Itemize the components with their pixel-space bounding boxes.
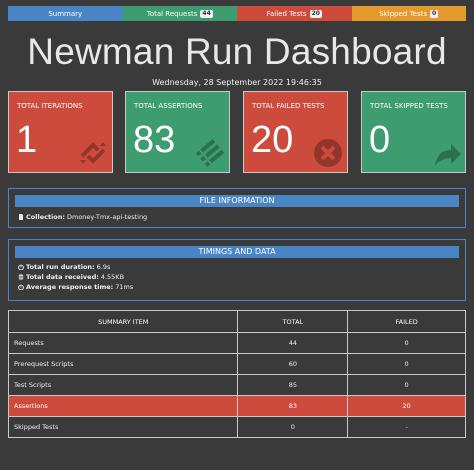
summary-table: SUMMARY ITEM TOTAL FAILED Requests 44 0 … — [7, 310, 466, 438]
summary-item: Test Scripts — [7, 374, 239, 396]
skipped-count-badge: 0 — [430, 9, 439, 18]
card-total-skipped-tests: TOTAL SKIPPED TESTS 0 — [361, 91, 466, 173]
summary-failed: 20 — [347, 395, 466, 417]
card-value: 83 — [133, 119, 176, 161]
column-header-failed: FAILED — [347, 310, 466, 333]
requests-count-badge: 44 — [200, 9, 213, 18]
tab-skipped-tests[interactable]: Skipped Tests 0 — [351, 6, 466, 21]
tab-failed-tests[interactable]: Failed Tests 20 — [237, 6, 352, 21]
avg-response-value: 71ms — [115, 283, 134, 291]
summary-total: 85 — [237, 374, 349, 396]
card-total-assertions: TOTAL ASSERTIONS 83 — [125, 91, 230, 173]
timing-row: Average response time: 71ms — [18, 282, 465, 292]
close-circle-icon — [314, 139, 342, 167]
table-row: Requests 44 0 — [7, 332, 466, 354]
tab-failed-tests-label: Failed Tests — [266, 9, 307, 18]
card-label: TOTAL ITERATIONS — [17, 102, 83, 110]
card-label: TOTAL FAILED TESTS — [252, 102, 325, 110]
data-received-label: Total data received: — [26, 273, 99, 281]
summary-item: Skipped Tests — [7, 416, 239, 438]
summary-failed: - — [347, 416, 466, 438]
refresh-icon — [80, 142, 106, 164]
table-row: Prerequest Scripts 60 0 — [7, 353, 466, 375]
share-arrow-icon — [435, 144, 461, 166]
tab-total-requests-label: Total Requests — [146, 9, 198, 18]
summary-failed: 0 — [347, 353, 466, 375]
card-value: 0 — [369, 119, 391, 161]
avg-response-label: Average response time: — [26, 283, 114, 291]
card-value: 20 — [251, 119, 294, 161]
run-duration-value: 6.9s — [96, 263, 111, 271]
summary-item: Prerequest Scripts — [7, 353, 239, 375]
table-header-row: SUMMARY ITEM TOTAL FAILED — [7, 310, 466, 333]
nav-tabs: Summary Total Requests 44 Failed Tests 2… — [8, 6, 466, 21]
summary-total: 83 — [237, 395, 349, 417]
file-information-panel: FILE INFORMATION Collection: Dmoney-Tmx-… — [8, 188, 466, 228]
summary-failed: 0 — [347, 374, 466, 396]
database-icon — [18, 274, 24, 280]
run-datestamp: Wednesday, 28 September 2022 19:46:35 — [152, 78, 322, 87]
timings-heading: TIMINGS AND DATA — [15, 246, 459, 258]
collection-label: Collection: — [26, 213, 65, 221]
card-label: TOTAL SKIPPED TESTS — [370, 102, 448, 110]
card-total-iterations: TOTAL ITERATIONS 1 — [8, 91, 113, 173]
failed-count-badge: 20 — [309, 9, 322, 18]
summary-item: Assertions — [7, 395, 239, 417]
column-header-item: SUMMARY ITEM — [7, 310, 239, 333]
run-duration-label: Total run duration: — [26, 263, 95, 271]
stopwatch-icon — [18, 264, 24, 270]
card-total-failed-tests: TOTAL FAILED TESTS 20 — [243, 91, 348, 173]
stopwatch-icon — [18, 284, 24, 290]
card-label: TOTAL ASSERTIONS — [134, 102, 203, 110]
column-header-total: TOTAL — [237, 310, 349, 333]
list-icon — [195, 139, 225, 167]
file-icon — [19, 214, 23, 220]
tab-summary-label: Summary — [48, 9, 83, 18]
timing-row: Total data received: 4.55KB — [18, 272, 465, 282]
summary-item: Requests — [7, 332, 239, 354]
tab-skipped-tests-label: Skipped Tests — [379, 9, 428, 18]
page-title: Newman Run Dashboard — [27, 31, 447, 72]
tab-summary[interactable]: Summary — [8, 6, 123, 21]
data-received-value: 4.55KB — [100, 273, 125, 281]
summary-total: 44 — [237, 332, 349, 354]
file-information-heading: FILE INFORMATION — [15, 195, 459, 207]
timing-row: Total run duration: 6.9s — [18, 262, 465, 272]
summary-total: 0 — [237, 416, 349, 438]
table-row: Test Scripts 85 0 — [7, 374, 466, 396]
card-value: 1 — [16, 119, 38, 161]
summary-failed: 0 — [347, 332, 466, 354]
summary-total: 60 — [237, 353, 349, 375]
table-row-highlighted: Assertions 83 20 — [7, 395, 466, 417]
collection-value: Dmoney-Tmx-api-testing — [66, 213, 148, 221]
tab-total-requests[interactable]: Total Requests 44 — [122, 6, 237, 21]
table-row: Skipped Tests 0 - — [7, 416, 466, 438]
timings-panel: TIMINGS AND DATA Total run duration: 6.9… — [8, 239, 466, 301]
collection-row: Collection: Dmoney-Tmx-api-testing — [18, 212, 465, 222]
